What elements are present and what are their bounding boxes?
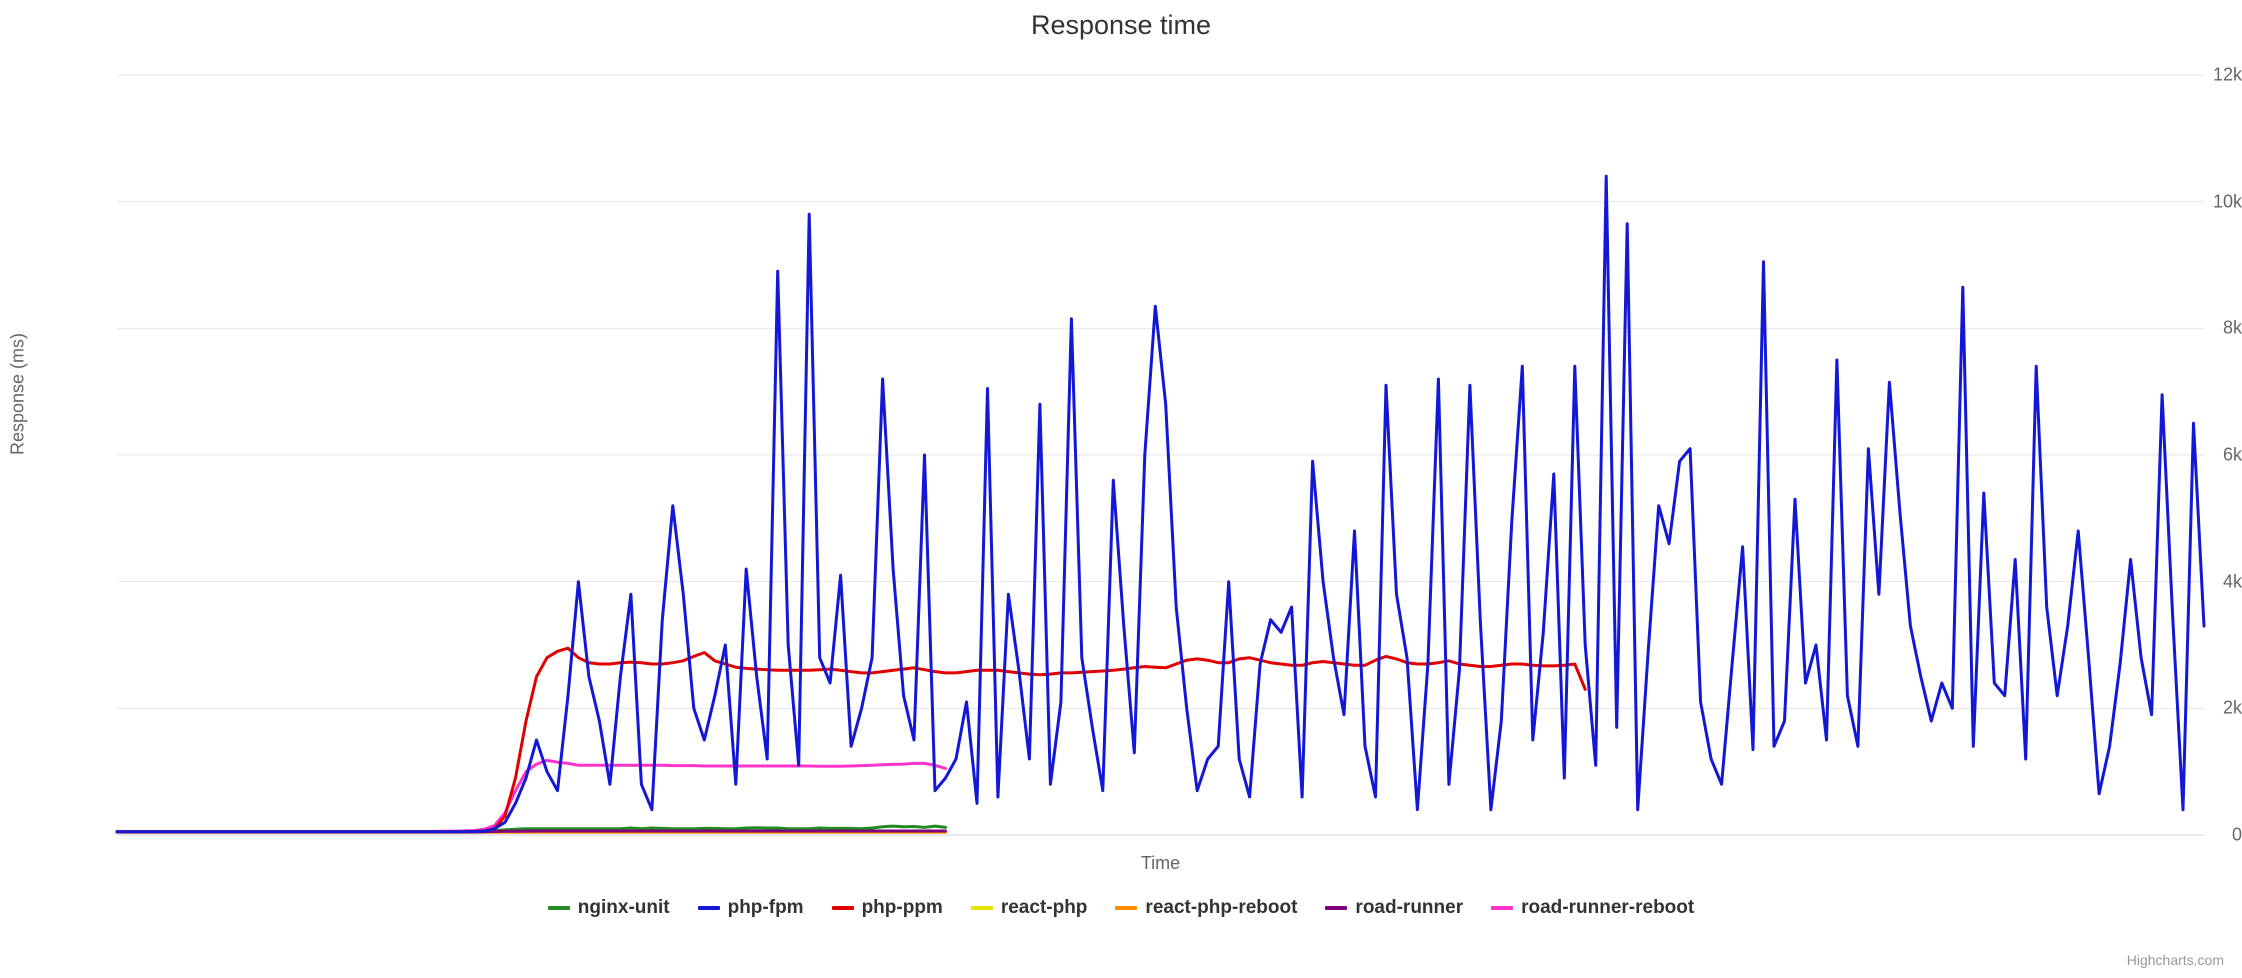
legend-swatch xyxy=(1115,906,1137,910)
series-php-fpm xyxy=(117,176,2204,832)
y-tick-label: 6k xyxy=(2140,445,2242,466)
plot-area xyxy=(0,0,2242,978)
y-tick-label: 2k xyxy=(2140,698,2242,719)
legend-item-php-fpm[interactable]: php-fpm xyxy=(698,897,804,919)
legend-item-road-runner[interactable]: road-runner xyxy=(1325,897,1463,919)
y-axis-title: Response (ms) xyxy=(8,333,29,455)
legend-swatch xyxy=(548,906,570,910)
legend: nginx-unit php-fpm php-ppm react-php react-p… xyxy=(0,897,2242,919)
response-time-chart: Response time 02k4k6k8k10k12k Response (… xyxy=(0,0,2242,978)
legend-label: react-php-reboot xyxy=(1145,897,1297,919)
legend-swatch xyxy=(971,906,993,910)
legend-label: php-ppm xyxy=(862,897,943,919)
y-tick-label: 8k xyxy=(2140,318,2242,339)
legend-swatch xyxy=(1491,906,1513,910)
legend-item-php-ppm[interactable]: php-ppm xyxy=(832,897,943,919)
legend-swatch xyxy=(1325,906,1347,910)
legend-label: react-php xyxy=(1001,897,1088,919)
y-tick-label: 10k xyxy=(2140,191,2242,212)
legend-label: php-fpm xyxy=(728,897,804,919)
legend-item-react-php[interactable]: react-php xyxy=(971,897,1088,919)
legend-item-nginx-unit[interactable]: nginx-unit xyxy=(548,897,670,919)
legend-swatch xyxy=(698,906,720,910)
legend-item-react-php-reboot[interactable]: react-php-reboot xyxy=(1115,897,1297,919)
legend-label: road-runner xyxy=(1355,897,1463,919)
y-tick-label: 12k xyxy=(2140,65,2242,86)
series-road-runner-reboot xyxy=(117,760,946,831)
legend-item-road-runner-reboot[interactable]: road-runner-reboot xyxy=(1491,897,1694,919)
x-axis-title: Time xyxy=(1141,853,1180,874)
legend-label: road-runner-reboot xyxy=(1521,897,1694,919)
y-tick-label: 4k xyxy=(2140,571,2242,592)
y-tick-label: 0 xyxy=(2140,825,2242,846)
highcharts-credit[interactable]: Highcharts.com xyxy=(2127,952,2224,968)
legend-swatch xyxy=(832,906,854,910)
legend-label: nginx-unit xyxy=(578,897,670,919)
